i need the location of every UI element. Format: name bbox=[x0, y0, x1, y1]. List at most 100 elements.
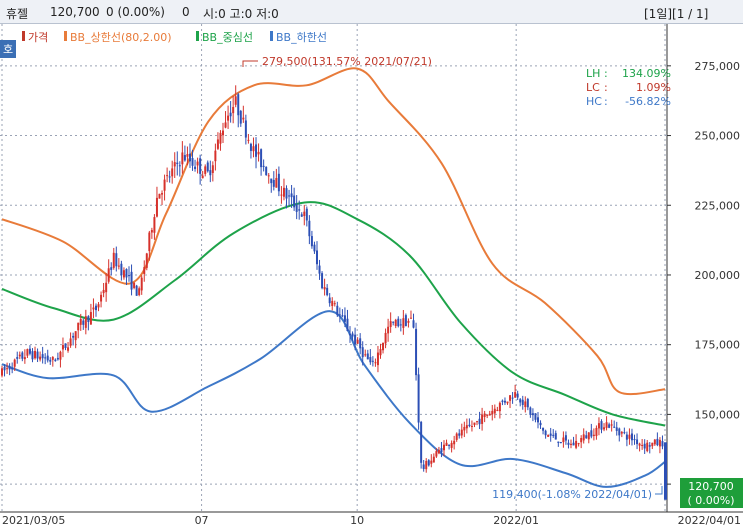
candle-body bbox=[648, 445, 651, 447]
candle-body bbox=[600, 421, 603, 430]
bb-upper-line bbox=[1, 67, 666, 396]
candle-body bbox=[16, 356, 19, 359]
candle-body bbox=[384, 332, 387, 344]
x-axis-labels: 2021/03/05 07 10 2022/01 2022/04/01 bbox=[2, 514, 741, 527]
candle-body bbox=[359, 338, 362, 349]
candle-body bbox=[244, 120, 247, 138]
candle-body bbox=[455, 433, 458, 440]
candle-body bbox=[333, 303, 336, 305]
candle-body bbox=[247, 139, 250, 141]
candle-body bbox=[130, 271, 133, 290]
candle-body bbox=[542, 427, 545, 431]
volume: 0 bbox=[182, 5, 190, 19]
candle-body bbox=[595, 427, 598, 437]
candle-body bbox=[567, 442, 570, 445]
candle-body bbox=[549, 433, 552, 436]
candle-body bbox=[31, 351, 34, 360]
candle-body bbox=[295, 204, 298, 212]
candle-body bbox=[613, 426, 616, 428]
candle-body bbox=[524, 401, 527, 408]
candle-body bbox=[257, 151, 260, 155]
legend-lower: BB_하한선 bbox=[276, 30, 327, 44]
candle-body bbox=[491, 410, 494, 415]
candle-body bbox=[84, 316, 87, 328]
candle-body bbox=[26, 349, 29, 356]
candle-body bbox=[661, 441, 664, 447]
candle-body bbox=[3, 366, 6, 371]
candle-body bbox=[201, 175, 204, 179]
candle-body bbox=[326, 287, 329, 296]
candle-body bbox=[402, 318, 405, 328]
candlesticks bbox=[1, 85, 667, 500]
candle-body bbox=[407, 320, 410, 323]
period-selector[interactable]: [1일][1 / 1] bbox=[644, 7, 709, 21]
candle-body bbox=[69, 338, 72, 346]
candle-body bbox=[351, 333, 354, 337]
candle-body bbox=[605, 422, 608, 428]
candle-body bbox=[290, 193, 293, 198]
candle-body bbox=[445, 442, 448, 446]
candle-body bbox=[432, 456, 435, 463]
candle-body bbox=[272, 179, 275, 187]
candle-body bbox=[155, 197, 158, 217]
stat-lh-value: 134.09% bbox=[622, 67, 671, 80]
legend-swatch-lower bbox=[270, 31, 273, 41]
candle-body bbox=[77, 322, 80, 331]
candle-body bbox=[328, 297, 331, 304]
candle-body bbox=[641, 444, 644, 446]
candle-body bbox=[117, 265, 120, 267]
legend-middle: BB_중심선 bbox=[202, 31, 253, 44]
candle-body bbox=[615, 427, 618, 431]
candle-body bbox=[608, 424, 611, 428]
y-tick-label: 175,000 bbox=[695, 339, 741, 352]
candle-body bbox=[582, 434, 585, 441]
candle-body bbox=[303, 211, 306, 217]
candle-body bbox=[18, 354, 21, 357]
candle-body bbox=[161, 193, 164, 195]
candle-body bbox=[64, 343, 67, 348]
bb-lower-line bbox=[1, 310, 666, 488]
candle-body bbox=[440, 448, 443, 453]
svg-text::: : bbox=[604, 95, 608, 108]
stat-hc-label: HC bbox=[586, 95, 602, 108]
candle-body bbox=[280, 194, 283, 196]
candle-body bbox=[176, 162, 179, 165]
candle-body bbox=[394, 319, 397, 326]
legend-price: 가격 bbox=[28, 31, 48, 44]
candle-body bbox=[92, 307, 95, 310]
candle-body bbox=[450, 442, 453, 448]
candle-body bbox=[409, 317, 412, 319]
candle-body bbox=[232, 106, 235, 114]
candle-body bbox=[166, 175, 169, 177]
candle-body bbox=[425, 461, 428, 470]
candle-body bbox=[658, 439, 661, 447]
x-tick-label: 2022/04/01 bbox=[678, 514, 741, 527]
legend-swatch-upper bbox=[64, 31, 67, 41]
low-annotation: 119,400(-1.08% 2022/04/01) bbox=[492, 488, 652, 501]
candle-body bbox=[478, 418, 481, 425]
candle-body bbox=[610, 424, 613, 426]
candle-body bbox=[277, 173, 280, 192]
y-tick-label: 150,000 bbox=[695, 408, 741, 421]
candle-body bbox=[620, 431, 623, 434]
candle-body bbox=[224, 122, 227, 128]
candle-body bbox=[206, 162, 209, 172]
candle-body bbox=[72, 335, 75, 338]
candle-body bbox=[476, 421, 479, 423]
current-price-badge bbox=[680, 478, 743, 508]
candle-body bbox=[56, 357, 59, 360]
candle-body bbox=[298, 209, 301, 211]
x-tick-label: 07 bbox=[195, 514, 209, 527]
candle-body bbox=[46, 355, 49, 361]
candle-body bbox=[1, 368, 3, 376]
legend-swatch-middle bbox=[196, 31, 199, 41]
candle-body bbox=[369, 357, 372, 363]
candle-body bbox=[547, 434, 550, 437]
side-tab-button[interactable] bbox=[0, 40, 16, 58]
candle-body bbox=[361, 347, 364, 358]
candle-body bbox=[239, 110, 242, 124]
candle-body bbox=[557, 441, 560, 443]
candle-body bbox=[227, 115, 230, 121]
candle-body bbox=[49, 359, 52, 362]
candle-body bbox=[448, 444, 451, 446]
